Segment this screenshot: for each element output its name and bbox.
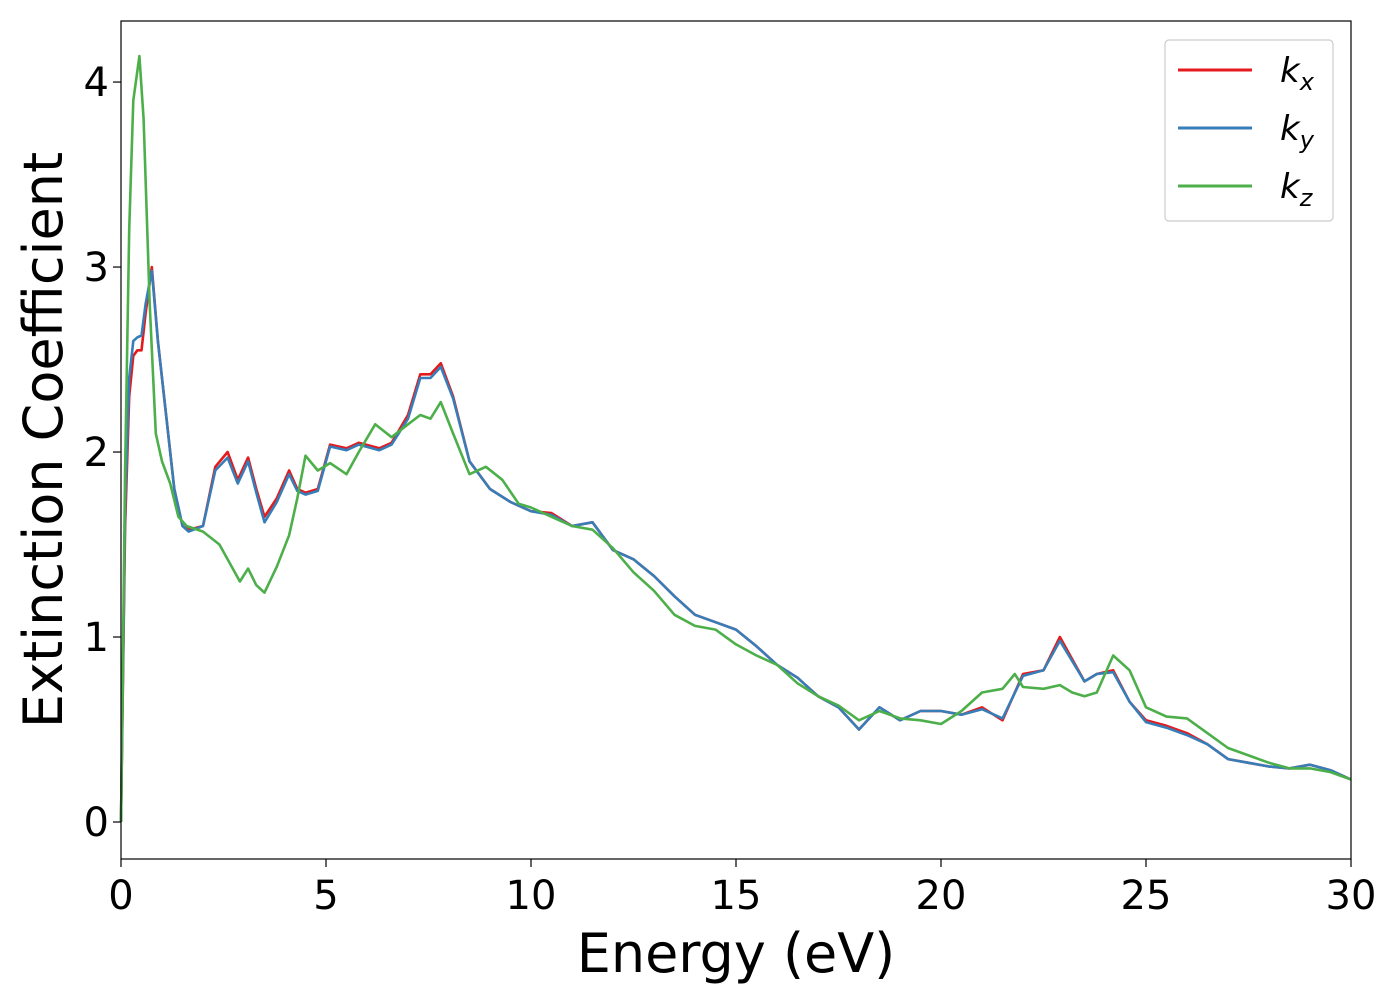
- x-tick-label: 0: [108, 873, 133, 919]
- legend: kx ky kz: [1164, 39, 1334, 222]
- y-axis: 0 1 2 3 4: [84, 60, 121, 846]
- legend-label-ky: ky: [1280, 109, 1315, 154]
- x-axis: 0 5 10 15 20 25 30: [108, 859, 1376, 919]
- x-tick-label: 15: [711, 873, 762, 919]
- legend-box: [1164, 39, 1334, 222]
- x-tick-label: 5: [313, 873, 338, 919]
- x-tick-label: 30: [1326, 873, 1377, 919]
- y-tick-label: 4: [84, 60, 109, 106]
- y-tick-label: 0: [84, 800, 109, 846]
- plot-lines: [119, 54, 1352, 823]
- legend-label-kz: kz: [1280, 167, 1314, 212]
- y-tick-label: 3: [84, 245, 109, 291]
- x-tick-label: 25: [1121, 873, 1172, 919]
- y-tick-label: 1: [84, 615, 109, 661]
- y-axis-label: Extinction Coefficient: [12, 152, 75, 728]
- x-tick-label: 10: [506, 873, 557, 919]
- x-axis-label: Energy (eV): [577, 922, 896, 985]
- x-tick-label: 20: [916, 873, 967, 919]
- series-line-kz: [119, 54, 1352, 823]
- y-tick-label: 2: [84, 430, 109, 476]
- legend-label-kx: kx: [1280, 51, 1315, 96]
